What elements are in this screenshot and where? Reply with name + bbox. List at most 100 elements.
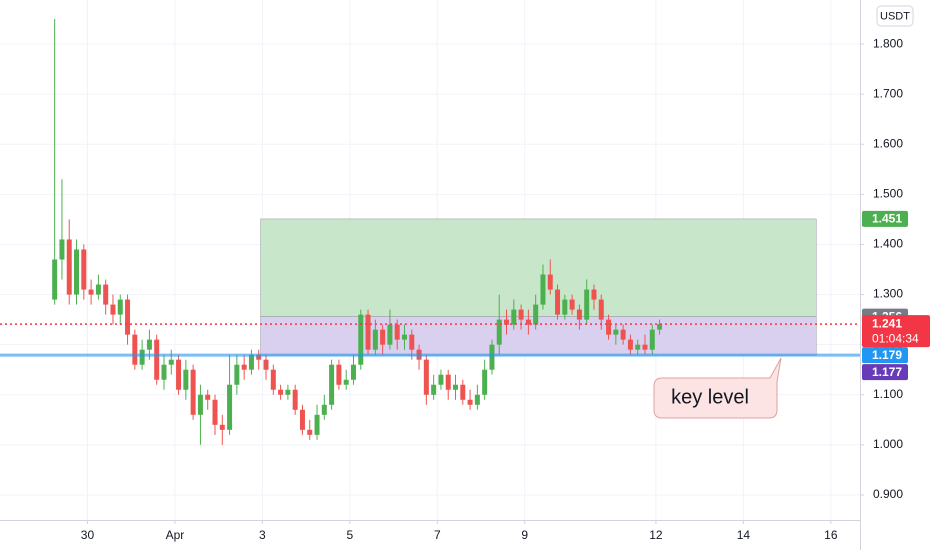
candle-body: [183, 369, 189, 390]
candle-body: [74, 249, 80, 295]
candle-body: [95, 284, 101, 295]
candle-body: [504, 319, 510, 325]
candle-body: [358, 314, 364, 365]
candle-body: [584, 289, 590, 320]
price-tag-label: 1.241: [872, 316, 902, 330]
candle-body: [59, 239, 65, 260]
x-tick-label: 14: [737, 528, 751, 542]
y-tick-label: 1.400: [873, 237, 903, 251]
price-tag: [862, 210, 908, 227]
candle-body: [103, 284, 109, 305]
candle-body: [350, 364, 356, 380]
candle-body: [445, 374, 451, 390]
candle-body: [197, 394, 203, 415]
x-tick-label: Apr: [166, 528, 185, 542]
candle-body: [248, 354, 254, 370]
candle-body: [146, 339, 152, 350]
candle-body: [518, 309, 524, 320]
candle-body: [409, 334, 415, 350]
candle-body: [474, 394, 480, 405]
callout-box: [653, 357, 782, 419]
y-tick-label: 1.000: [873, 437, 903, 451]
x-tick-label: 5: [346, 528, 353, 542]
y-tick-label: 0.900: [873, 487, 903, 501]
candle-body: [380, 329, 386, 345]
candle-body: [132, 334, 138, 365]
y-tick-label: 1.100: [873, 387, 903, 401]
candle-body: [81, 249, 87, 290]
candle-body: [606, 319, 612, 335]
candle-body: [649, 329, 655, 350]
candle-body: [168, 359, 174, 365]
x-tick-label: 16: [824, 528, 838, 542]
candle-body: [263, 359, 269, 370]
candle-body: [423, 359, 429, 395]
candle-body: [154, 339, 160, 380]
candle-body: [562, 299, 568, 315]
candle-body: [176, 359, 182, 390]
x-tick-label: 30: [81, 528, 95, 542]
candle-body: [125, 299, 131, 335]
candle-body: [591, 289, 597, 300]
candle-body: [657, 324, 663, 330]
candle-body: [540, 274, 546, 305]
candle-body: [343, 379, 349, 385]
y-tick-label: 1.600: [873, 136, 903, 150]
currency-badge[interactable]: [876, 5, 914, 27]
candle-body: [190, 369, 196, 415]
zone: [260, 316, 817, 356]
candle-body: [387, 324, 393, 345]
candle-body: [401, 334, 407, 340]
candle-body: [299, 409, 305, 430]
candle-body: [533, 304, 539, 325]
candle-body: [372, 329, 378, 350]
y-tick-label: 1.800: [873, 36, 903, 50]
candle-body: [110, 304, 116, 315]
candle-body: [620, 329, 626, 340]
price-tag: [862, 347, 908, 364]
candle-body: [576, 309, 582, 320]
level-lines: [0, 323, 860, 357]
candle-body: [205, 394, 211, 400]
y-tick-label: 1.700: [873, 86, 903, 100]
y-tick-label: 1.500: [873, 187, 903, 201]
countdown-label: 01:04:34: [872, 331, 919, 345]
candle-body: [467, 399, 473, 405]
candle-body: [314, 414, 320, 435]
candle-body: [241, 364, 247, 370]
candle-body: [365, 314, 371, 350]
candle-body: [139, 349, 145, 365]
candle-body: [234, 364, 240, 385]
candle-body: [555, 289, 561, 315]
candle-body: [321, 404, 327, 415]
price-tag-label: 1.179: [872, 348, 902, 362]
candle-body: [256, 354, 262, 360]
callout[interactable]: key level: [653, 357, 782, 419]
candle-body: [460, 384, 466, 400]
price-tag: [862, 364, 908, 381]
x-tick-label: 7: [434, 528, 441, 542]
zone: [260, 218, 817, 317]
candle-body: [117, 299, 123, 315]
candle-body: [431, 384, 437, 395]
candle-body: [613, 329, 619, 335]
candle-body: [569, 299, 575, 310]
candles: [52, 19, 663, 445]
currency-label: USDT: [880, 10, 910, 22]
candle-body: [227, 384, 233, 430]
candle-body: [635, 344, 641, 350]
candle-body: [219, 424, 225, 430]
candle-body: [278, 389, 284, 395]
candle-body: [88, 289, 94, 295]
x-tick-label: 3: [259, 528, 266, 542]
candle-body: [598, 299, 604, 320]
callout-text: key level: [671, 386, 749, 408]
candle-body: [285, 389, 291, 395]
candle-body: [161, 364, 167, 380]
zones: [260, 218, 817, 356]
candle-body: [52, 259, 58, 300]
candle-body: [336, 364, 342, 385]
candle-body: [307, 429, 313, 435]
